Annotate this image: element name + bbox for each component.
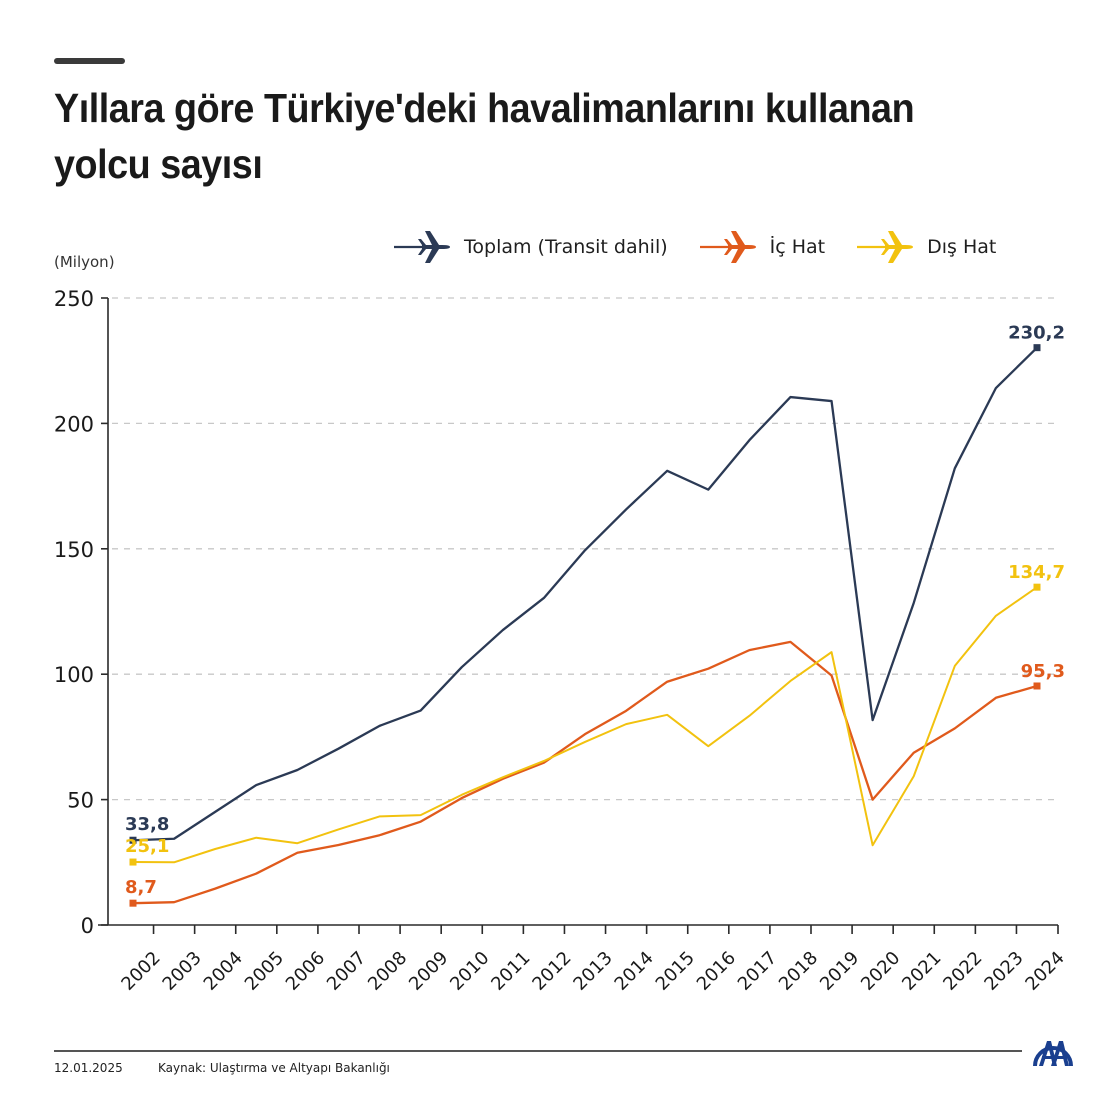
- chart-title: Yıllara göre Türkiye'deki havalimanların…: [54, 85, 915, 187]
- x-tick-label: 2008: [364, 947, 411, 994]
- x-tick-label: 2013: [569, 947, 616, 994]
- airplane-icon: [857, 231, 914, 263]
- start-value-label: 25,1: [125, 836, 169, 857]
- y-tick-label: 50: [67, 789, 94, 813]
- end-value-label: 95,3: [1021, 661, 1065, 682]
- x-tick-label: 2010: [446, 947, 493, 994]
- legend-label: Toplam (Transit dahil): [464, 236, 668, 258]
- x-tick-label: 2003: [159, 947, 206, 994]
- y-tick-label: 100: [54, 663, 94, 687]
- y-axis-unit-label: (Milyon): [54, 253, 115, 271]
- series-lines: [129, 344, 1041, 907]
- x-tick-label: 2007: [323, 947, 370, 994]
- data-point-marker: [129, 836, 137, 844]
- x-tick-label: 2022: [939, 947, 986, 994]
- x-tick-label: 2024: [1021, 947, 1068, 994]
- x-tick-label: 2020: [857, 947, 904, 994]
- end-value-label: 230,2: [1008, 323, 1065, 344]
- legend-label: Dış Hat: [927, 236, 997, 258]
- x-tick-label: 2023: [980, 947, 1027, 994]
- legend-item-international: Dış Hat: [855, 229, 996, 265]
- airplane-icon: [699, 231, 756, 263]
- footer-divider: [54, 1050, 1022, 1052]
- footer-date: 12.01.2025: [54, 1061, 123, 1075]
- aa-logo-icon: [1033, 1041, 1073, 1067]
- y-tick-label: 150: [54, 538, 94, 562]
- x-tick-label: 2006: [282, 947, 329, 994]
- x-tick-label: 2017: [734, 947, 781, 994]
- x-axis-ticks: 2002200320042005200620072008200920102011…: [117, 925, 1069, 995]
- series-international-line: [132, 586, 1038, 864]
- y-tick-label: 250: [54, 287, 94, 311]
- value-labels: 33,8 230,2 8,7 95,3 25,1 134,7: [125, 323, 1065, 899]
- x-tick-label: 2002: [117, 947, 164, 994]
- data-point-marker: [1033, 682, 1041, 690]
- x-tick-label: 2016: [693, 947, 740, 994]
- title-accent-bar: [54, 58, 125, 64]
- y-tick-label: 0: [81, 914, 94, 938]
- axes: [98, 298, 1058, 926]
- start-value-label: 8,7: [125, 877, 157, 898]
- data-point-marker: [1033, 583, 1041, 591]
- x-tick-label: 2009: [405, 947, 452, 994]
- legend-item-total: Toplam (Transit dahil): [392, 229, 668, 265]
- data-point-marker: [129, 858, 137, 866]
- x-tick-label: 2012: [528, 947, 575, 994]
- series-total-line: [132, 346, 1038, 842]
- data-point-marker: [129, 899, 137, 907]
- x-tick-label: 2015: [652, 947, 699, 994]
- x-tick-label: 2019: [816, 947, 863, 994]
- x-tick-label: 2005: [241, 947, 288, 994]
- legend-item-domestic: İç Hat: [698, 229, 825, 265]
- airplane-icon: [394, 231, 450, 263]
- x-tick-label: 2014: [611, 947, 658, 994]
- legend: Toplam (Transit dahil) İç Hat Dış Hat: [392, 229, 996, 265]
- start-value-label: 33,8: [125, 814, 169, 835]
- footer-source: Kaynak: Ulaştırma ve Altyapı Bakanlığı: [158, 1061, 390, 1075]
- x-tick-label: 2011: [487, 947, 534, 994]
- y-tick-label: 200: [54, 412, 94, 436]
- series-domestic-line: [132, 640, 1038, 905]
- data-point-marker: [1033, 344, 1041, 352]
- line-chart: 0 50 100 150 200 250 200220032004200520062007…: [54, 287, 1069, 995]
- x-tick-label: 2004: [200, 947, 247, 994]
- x-tick-label: 2018: [775, 947, 822, 994]
- y-axis-ticks: 0 50 100 150 200 250: [54, 287, 108, 938]
- end-value-label: 134,7: [1008, 562, 1065, 583]
- x-tick-label: 2021: [898, 947, 945, 994]
- legend-label: İç Hat: [769, 236, 826, 258]
